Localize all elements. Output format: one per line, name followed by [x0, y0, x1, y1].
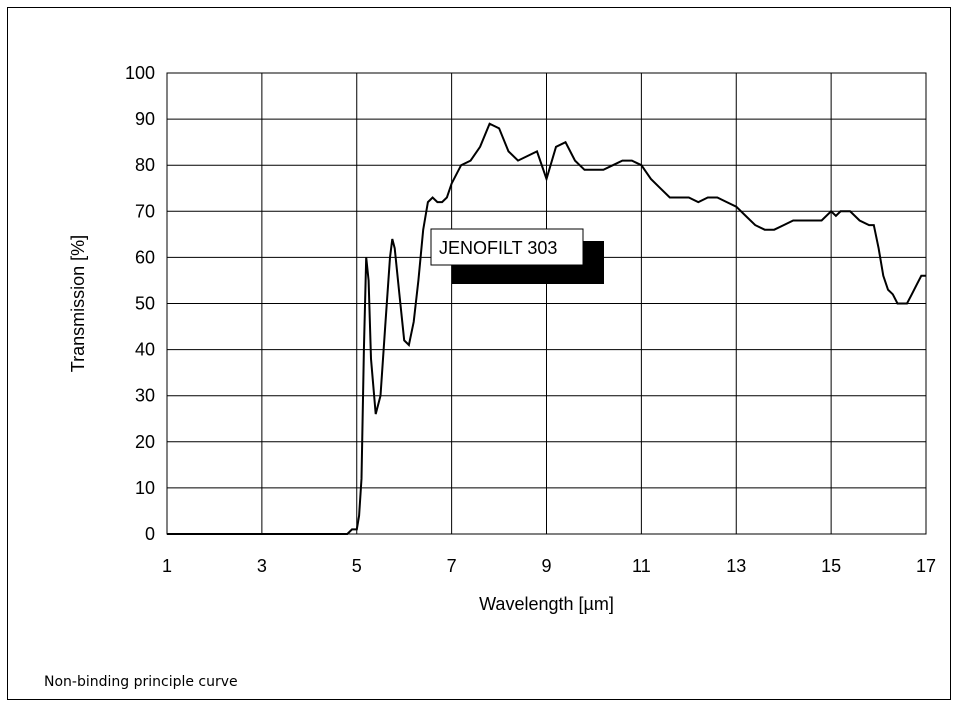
legend-label: JENOFILT 303	[439, 238, 557, 258]
y-tick-label: 90	[135, 109, 155, 129]
x-axis-label: Wavelength [µm]	[479, 594, 614, 614]
x-tick-label: 17	[916, 556, 936, 576]
y-tick-label: 10	[135, 478, 155, 498]
chart-frame: 0 10 20 30 40 50 60 70 80 90 100 1 3 5 7 9 11 13 15 17 JENO…	[7, 7, 951, 700]
x-tick-label: 11	[632, 556, 651, 576]
y-tick-label: 70	[135, 201, 155, 221]
x-tick-label: 5	[352, 556, 362, 576]
y-axis-label: Transmission [%]	[68, 235, 88, 372]
x-tick-label: 13	[726, 556, 746, 576]
y-tick-label: 80	[135, 155, 155, 175]
y-tick-label: 40	[135, 340, 155, 360]
y-tick-label: 60	[135, 247, 155, 267]
y-tick-label: 20	[135, 432, 155, 452]
x-tick-label: 15	[821, 556, 841, 576]
y-tick-label: 50	[135, 294, 155, 314]
footnote: Non-binding principle curve	[44, 674, 238, 690]
x-tick-label: 3	[257, 556, 267, 576]
y-tick-label: 100	[125, 63, 155, 83]
x-tick-label: 9	[541, 556, 551, 576]
transmission-series-line	[167, 122, 926, 535]
y-tick-label: 0	[145, 524, 155, 544]
legend: JENOFILT 303	[430, 228, 604, 284]
grid	[166, 72, 927, 535]
x-tick-label: 1	[162, 556, 172, 576]
x-tick-label: 7	[447, 556, 457, 576]
y-tick-label: 30	[135, 386, 155, 406]
plot-area	[166, 72, 927, 535]
legend-box	[430, 228, 584, 266]
